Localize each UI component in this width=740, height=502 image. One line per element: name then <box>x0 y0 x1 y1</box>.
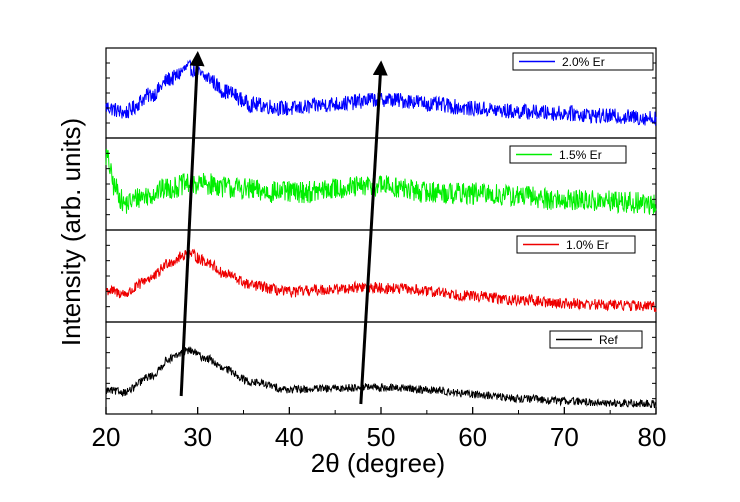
legend-label: 1.5% Er <box>559 148 602 162</box>
series-line-1-0-er <box>105 248 657 312</box>
legend-label: 2.0% Er <box>562 55 605 69</box>
peak-shift-arrow <box>359 60 388 405</box>
legend-1-0-er: 1.0% Er <box>516 235 636 254</box>
x-tick-label: 60 <box>458 422 487 452</box>
legend-label: Ref <box>599 333 618 347</box>
series-line-1-5-er <box>105 148 657 215</box>
x-tick-label: 70 <box>550 422 579 452</box>
legend-box <box>549 330 643 349</box>
x-tick-label: 40 <box>275 422 304 452</box>
arrows-layer <box>179 51 388 405</box>
peak-shift-arrow <box>179 51 205 397</box>
legend-box <box>509 145 627 164</box>
legend-ref: Ref <box>549 330 643 349</box>
legend-box <box>516 235 636 254</box>
series-line-ref <box>105 346 657 409</box>
ticks-layer <box>105 62 657 414</box>
legend-1-5-er: 1.5% Er <box>509 145 627 164</box>
y-axis-title: Intensity (arb. units) <box>56 118 86 346</box>
x-tick-label: 50 <box>367 422 396 452</box>
x-tick-label: 80 <box>638 422 667 452</box>
x-tick-label: 20 <box>92 422 121 452</box>
legend-label: 1.0% Er <box>566 238 609 252</box>
x-tick-labels: 20 30 40 50 60 70 80 <box>92 422 667 452</box>
legend-2-0-er: 2.0% Er <box>512 52 654 71</box>
x-axis-title: 2θ (degree) <box>311 448 445 478</box>
legend-box <box>512 52 654 71</box>
x-tick-label: 30 <box>183 422 212 452</box>
